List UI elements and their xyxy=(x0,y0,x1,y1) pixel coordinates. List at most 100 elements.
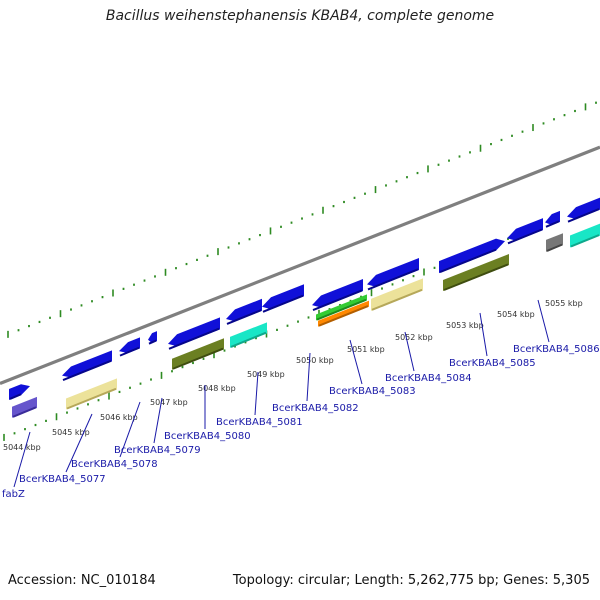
gene-fabz[interactable] xyxy=(9,384,30,400)
gene-5084-cds-shade xyxy=(371,288,423,311)
genome-title: Bacillus weihenstephanensis KBAB4, compl… xyxy=(105,8,495,24)
gene-5086b[interactable] xyxy=(567,197,600,223)
gene-5085a-body[interactable] xyxy=(439,238,505,274)
gene-5083[interactable] xyxy=(312,279,363,312)
kbp-label: 5053 kbp xyxy=(446,321,484,330)
kbp-label: 5045 kbp xyxy=(52,428,90,437)
gene-label-leader xyxy=(349,339,363,385)
gene-5086-cds2-shade xyxy=(570,234,600,248)
gene-5081-shade xyxy=(226,309,262,325)
kbp-label: 5050 kbp xyxy=(296,356,334,365)
gene-5080-cds[interactable] xyxy=(172,338,224,370)
gene-label[interactable]: fabZ xyxy=(2,489,25,500)
gene-label[interactable]: BcerKBAB4_5080 xyxy=(164,431,251,442)
gene-5084[interactable] xyxy=(367,257,419,291)
accession-text: Accession: NC_010184 xyxy=(8,573,156,588)
kbp-label-layer: 5044 kbp 5045 kbp 5046 kbp 5047 kbp 5048 kbp… xyxy=(3,299,583,452)
gene-5077-cds-shade xyxy=(66,387,117,410)
gene-5085b-shade xyxy=(507,228,543,245)
gene-label-leader xyxy=(479,312,488,357)
gene-5078[interactable] xyxy=(119,337,140,357)
gene-label-layer: fabZ BcerKBAB4_5077 BcerKBAB4_5078 BcerKBAB… xyxy=(2,299,600,500)
kbp-label: 5055 kbp xyxy=(545,299,583,308)
gene-5083-rna[interactable] xyxy=(316,294,367,321)
gene-5082-body[interactable] xyxy=(262,284,304,310)
gene-label-leader xyxy=(65,413,93,473)
gene-5085a[interactable] xyxy=(439,238,505,274)
gene-5077-cds-body[interactable] xyxy=(66,378,117,410)
gene-5085-cds-shade xyxy=(443,263,509,291)
gene-5079-shade xyxy=(148,339,157,345)
gene-label-leader xyxy=(254,371,259,416)
gene-5080[interactable] xyxy=(168,317,220,350)
gene-5083-cds-shade xyxy=(318,305,369,327)
gene-5078-shade xyxy=(119,346,140,357)
gene-5086-cds2-body[interactable] xyxy=(570,223,600,248)
gene-5080-shade xyxy=(168,327,220,350)
gene-5085-cds[interactable] xyxy=(443,253,509,291)
gene-fabz-cds[interactable] xyxy=(12,396,37,418)
gene-label[interactable]: BcerKBAB4_5085 xyxy=(449,358,536,369)
kbp-label: 5048 kbp xyxy=(198,384,236,393)
gene-label[interactable]: BcerKBAB4_5077 xyxy=(19,474,106,485)
gene-5086-cds2[interactable] xyxy=(570,223,600,248)
gene-label-leader xyxy=(13,431,31,488)
kbp-label: 5044 kbp xyxy=(3,443,41,452)
gene-5084-shade xyxy=(367,268,419,291)
gene-5083-cds[interactable] xyxy=(318,300,369,327)
gene-label[interactable]: BcerKBAB4_5084 xyxy=(385,373,472,384)
gene-5077-cds[interactable] xyxy=(66,378,117,410)
gene-5084-cds-body[interactable] xyxy=(371,278,423,311)
gene-label-leader xyxy=(153,397,163,444)
gene-label[interactable]: BcerKBAB4_5078 xyxy=(71,459,158,470)
gene-5084-body[interactable] xyxy=(367,257,419,287)
gene-5081-cds[interactable] xyxy=(230,322,267,348)
gene-label[interactable]: BcerKBAB4_5086 xyxy=(513,344,600,355)
gene-5077[interactable] xyxy=(62,350,112,382)
gene-5077-body[interactable] xyxy=(62,350,112,378)
gene-layer xyxy=(9,197,600,418)
kbp-label: 5049 kbp xyxy=(247,370,285,379)
gene-5086-cds-shade xyxy=(546,243,563,252)
gene-5083-body[interactable] xyxy=(312,279,363,308)
gene-5084-cds[interactable] xyxy=(371,278,423,311)
kbp-label: 5054 kbp xyxy=(497,310,535,319)
gene-5086b-shade xyxy=(567,208,600,223)
gene-label[interactable]: BcerKBAB4_5082 xyxy=(272,403,359,414)
gene-label-leader xyxy=(119,401,141,458)
kbp-label: 5046 kbp xyxy=(100,413,138,422)
gene-5081-cds-shade xyxy=(230,331,267,348)
gene-label[interactable]: BcerKBAB4_5079 xyxy=(114,445,201,456)
gene-5081[interactable] xyxy=(226,298,262,325)
gene-5085b-body[interactable] xyxy=(507,218,543,241)
gene-5080-body[interactable] xyxy=(168,317,220,347)
gene-5086a-shade xyxy=(545,220,560,228)
gene-5079[interactable] xyxy=(148,331,157,345)
gene-5085b[interactable] xyxy=(507,218,543,245)
gene-5086a[interactable] xyxy=(545,210,560,228)
gene-5083-rna-shade xyxy=(316,298,367,321)
kbp-label: 5051 kbp xyxy=(347,345,385,354)
gene-fabz-cds-body[interactable] xyxy=(12,396,37,418)
gene-5080-cds-shade xyxy=(172,347,224,370)
gene-5086-cds[interactable] xyxy=(546,233,563,252)
gene-5086-cds-body[interactable] xyxy=(546,233,563,252)
gene-5085-cds-body[interactable] xyxy=(443,253,509,291)
gene-label-leader xyxy=(404,331,415,372)
gene-5082[interactable] xyxy=(262,284,304,313)
gene-label-leader xyxy=(537,299,550,343)
gene-fabz-cds-shade xyxy=(12,406,37,418)
gene-label[interactable]: BcerKBAB4_5081 xyxy=(216,417,303,428)
gene-fabz-body[interactable] xyxy=(9,384,30,400)
genome-backbone xyxy=(0,145,600,385)
gene-5086b-body[interactable] xyxy=(567,197,600,220)
gene-5083-shade xyxy=(312,289,363,312)
gene-5081-body[interactable] xyxy=(226,298,262,322)
gene-fabz-shade xyxy=(9,393,22,400)
backbone-layer xyxy=(0,145,600,385)
kbp-label: 5052 kbp xyxy=(395,333,433,342)
gene-label[interactable]: BcerKBAB4_5083 xyxy=(329,386,416,397)
gene-5081-cds-body[interactable] xyxy=(230,322,267,348)
gene-5080-cds-body[interactable] xyxy=(172,338,224,370)
